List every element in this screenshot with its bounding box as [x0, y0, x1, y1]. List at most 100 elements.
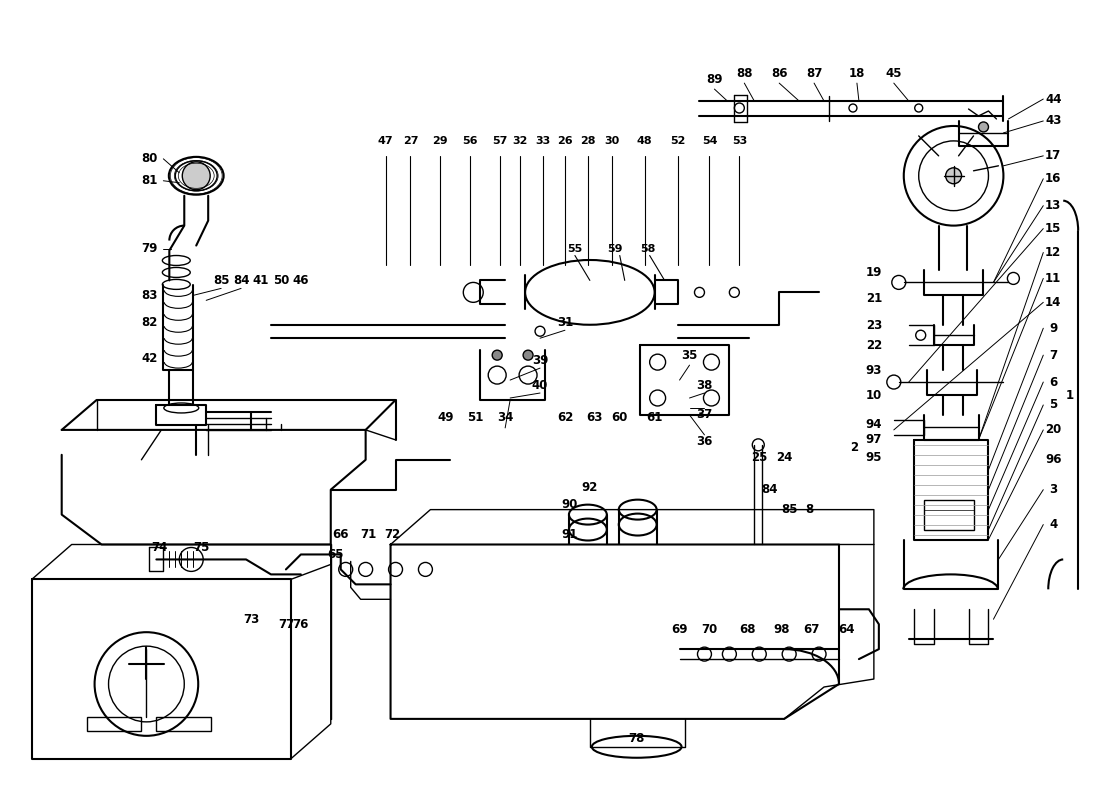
Text: 16: 16 — [1045, 172, 1062, 186]
Text: 37: 37 — [696, 409, 713, 422]
Text: 78: 78 — [628, 732, 645, 746]
Text: 13: 13 — [1045, 199, 1062, 212]
Text: 51: 51 — [468, 411, 483, 425]
Text: 32: 32 — [513, 136, 528, 146]
Text: 76: 76 — [293, 618, 309, 630]
Text: 41: 41 — [253, 274, 270, 287]
Text: 38: 38 — [696, 378, 713, 391]
Text: 95: 95 — [866, 451, 882, 464]
Text: 17: 17 — [1045, 150, 1062, 162]
Text: 75: 75 — [192, 541, 209, 554]
Text: 27: 27 — [403, 136, 418, 146]
Text: 88: 88 — [736, 66, 752, 80]
Text: 52: 52 — [670, 136, 685, 146]
Text: 73: 73 — [243, 613, 260, 626]
Text: 21: 21 — [866, 292, 882, 305]
Text: 83: 83 — [141, 289, 157, 302]
Text: 7: 7 — [1049, 349, 1057, 362]
Text: 64: 64 — [838, 622, 855, 636]
Text: 18: 18 — [849, 66, 865, 80]
Text: 91: 91 — [562, 528, 579, 541]
Text: 74: 74 — [151, 541, 167, 554]
Text: 96: 96 — [1045, 454, 1062, 466]
Text: 23: 23 — [866, 318, 882, 332]
Text: 84: 84 — [233, 274, 250, 287]
Text: 12: 12 — [1045, 246, 1062, 259]
Circle shape — [979, 122, 989, 132]
Text: 34: 34 — [497, 411, 514, 425]
Text: 86: 86 — [771, 66, 788, 80]
Ellipse shape — [525, 260, 654, 325]
Text: 97: 97 — [866, 434, 882, 446]
Text: 85: 85 — [213, 274, 230, 287]
Circle shape — [946, 168, 961, 184]
Circle shape — [524, 350, 534, 360]
Text: 43: 43 — [1045, 114, 1062, 127]
Text: 2: 2 — [850, 442, 858, 454]
Bar — [87, 717, 142, 731]
Text: 58: 58 — [640, 243, 656, 254]
Text: 61: 61 — [647, 411, 663, 425]
Text: 25: 25 — [751, 451, 768, 464]
Text: 42: 42 — [141, 352, 157, 365]
Text: 45: 45 — [886, 66, 902, 80]
Text: 92: 92 — [582, 481, 598, 494]
Text: 15: 15 — [1045, 222, 1062, 235]
Text: 19: 19 — [866, 266, 882, 279]
Text: 77: 77 — [278, 618, 294, 630]
Text: 65: 65 — [328, 548, 344, 561]
Text: 5: 5 — [1049, 398, 1057, 411]
Text: 94: 94 — [866, 418, 882, 431]
Text: 33: 33 — [536, 136, 551, 146]
Text: 20: 20 — [1045, 423, 1062, 436]
Text: 3: 3 — [1049, 483, 1057, 496]
Circle shape — [492, 350, 503, 360]
Text: 84: 84 — [761, 483, 778, 496]
Text: 40: 40 — [531, 378, 548, 391]
Text: 59: 59 — [607, 243, 623, 254]
Text: 48: 48 — [637, 136, 652, 146]
Text: 4: 4 — [1049, 518, 1057, 531]
Text: 35: 35 — [681, 349, 697, 362]
Text: 63: 63 — [586, 411, 603, 425]
Text: 22: 22 — [866, 338, 882, 352]
Text: 54: 54 — [702, 136, 717, 146]
Bar — [924, 500, 974, 530]
Bar — [156, 717, 211, 731]
Text: 50: 50 — [273, 274, 289, 287]
Text: 85: 85 — [781, 503, 798, 516]
Text: 10: 10 — [866, 389, 882, 402]
Text: 9: 9 — [1049, 322, 1057, 334]
Text: 60: 60 — [612, 411, 628, 425]
Text: 47: 47 — [377, 136, 394, 146]
Text: 72: 72 — [384, 528, 400, 541]
Text: 26: 26 — [557, 136, 573, 146]
Text: 66: 66 — [332, 528, 349, 541]
Text: 98: 98 — [773, 622, 790, 636]
Text: 70: 70 — [702, 622, 717, 636]
Text: 57: 57 — [493, 136, 508, 146]
Text: 14: 14 — [1045, 296, 1062, 309]
Text: 29: 29 — [432, 136, 448, 146]
Text: 82: 82 — [141, 316, 157, 329]
Text: 67: 67 — [803, 622, 820, 636]
Text: 46: 46 — [293, 274, 309, 287]
Text: 30: 30 — [604, 136, 619, 146]
Text: 87: 87 — [806, 66, 823, 80]
Text: 24: 24 — [776, 451, 792, 464]
Text: 44: 44 — [1045, 93, 1062, 106]
Text: 68: 68 — [739, 622, 756, 636]
Text: 1: 1 — [1066, 389, 1075, 402]
Text: 6: 6 — [1049, 375, 1057, 389]
Text: 89: 89 — [706, 73, 723, 86]
Text: 28: 28 — [580, 136, 595, 146]
Text: 11: 11 — [1045, 272, 1062, 285]
Text: 49: 49 — [437, 411, 453, 425]
Text: 79: 79 — [141, 242, 157, 255]
Text: 56: 56 — [462, 136, 478, 146]
Text: 53: 53 — [732, 136, 747, 146]
Text: 55: 55 — [568, 243, 583, 254]
Text: 31: 31 — [557, 316, 573, 329]
Text: 80: 80 — [141, 152, 157, 166]
Text: 71: 71 — [361, 528, 377, 541]
